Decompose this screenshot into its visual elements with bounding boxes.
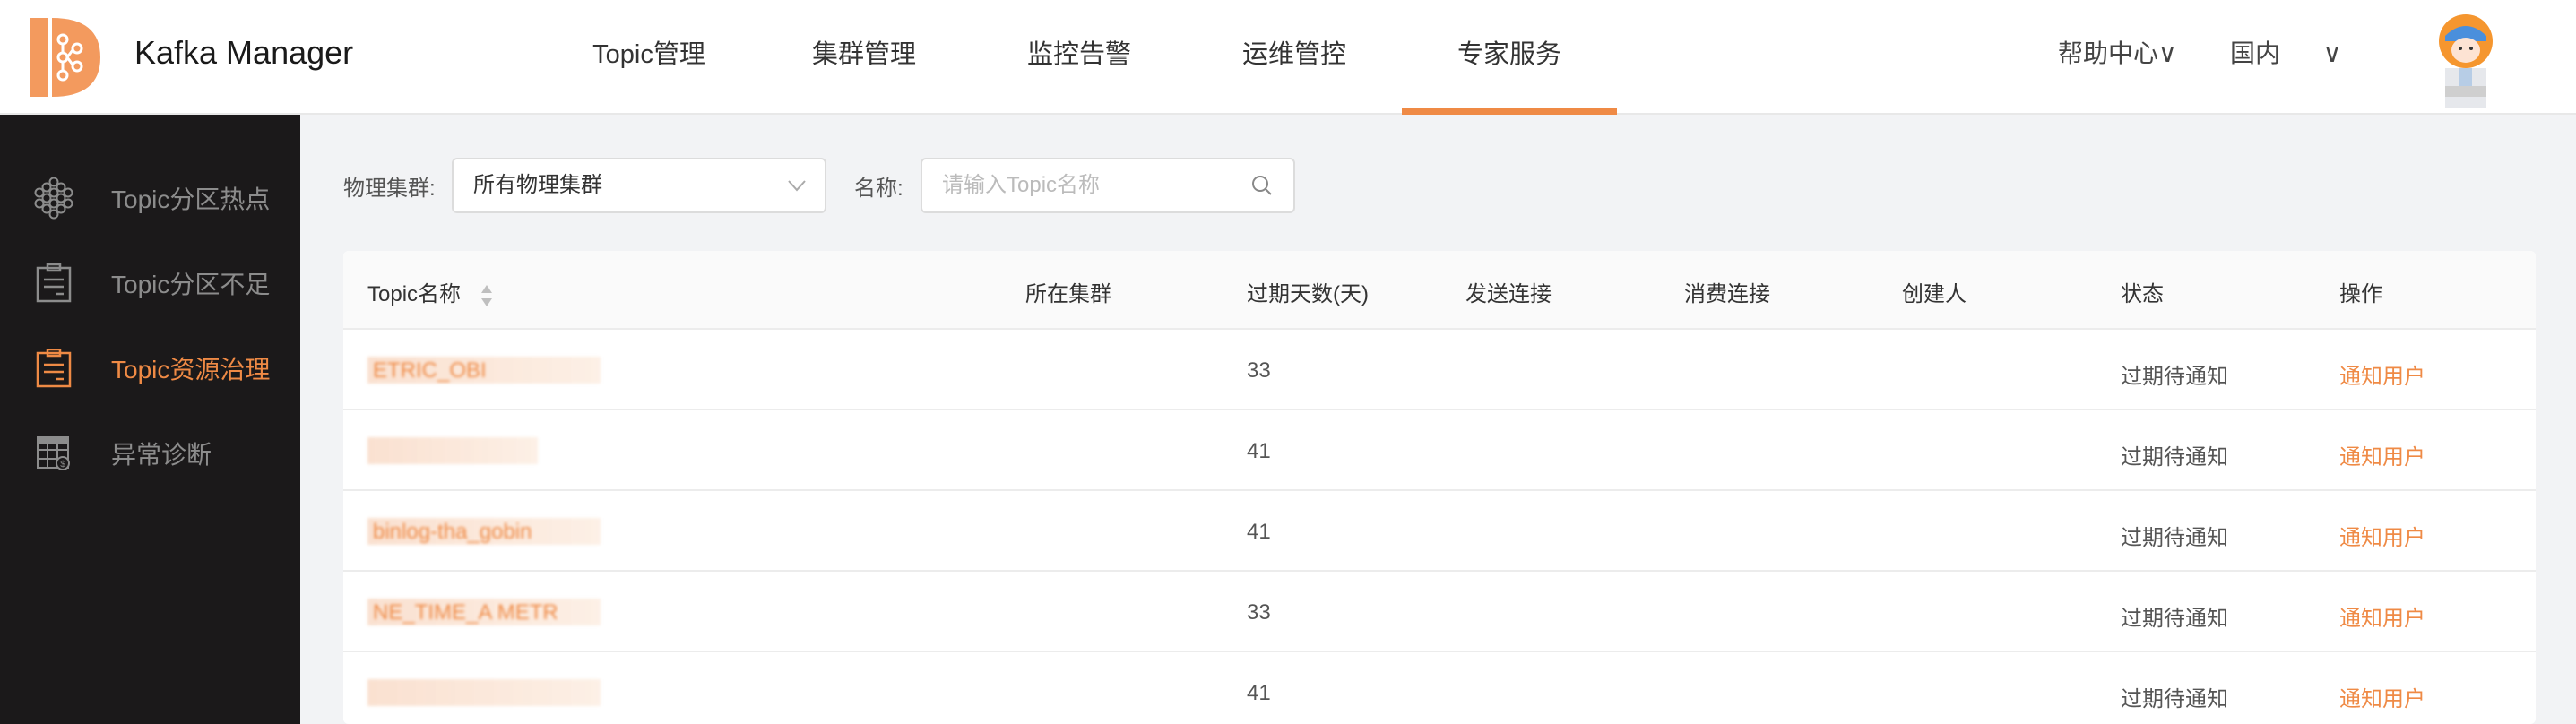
status-cell: 过期待通知 <box>2121 687 2228 711</box>
topic-name-cell[interactable] <box>367 679 601 706</box>
sidebar-item-topic-partition-insufficient[interactable]: Topic分区不足 <box>0 252 300 315</box>
column-expire-days: 过期天数(天) <box>1247 282 1369 306</box>
region-dropdown[interactable]: 国内 ∨ <box>2230 34 2341 70</box>
honeycomb-icon <box>32 177 75 220</box>
topic-name-cell[interactable]: binlog-tha_gobin <box>367 518 601 545</box>
cluster-select-value: 所有物理集群 <box>473 173 602 197</box>
notify-user-link[interactable]: 通知用户 <box>2339 445 2425 470</box>
status-cell: 过期待通知 <box>2121 526 2228 550</box>
column-topic-name[interactable]: Topic名称 <box>367 276 494 308</box>
topic-name-cell[interactable]: NE_TIME_A METR <box>367 599 601 625</box>
help-center-dropdown[interactable]: 帮助中心∨ <box>2058 39 2177 67</box>
sidebar-item-topic-partition-hotspot[interactable]: Topic分区热点 <box>0 167 300 229</box>
logo-icon <box>30 18 100 97</box>
search-icon[interactable] <box>1250 174 1274 197</box>
nav-topic-management[interactable]: Topic管理 <box>592 40 705 69</box>
notify-user-link[interactable]: 通知用户 <box>2339 607 2425 631</box>
column-consume-connections: 消费连接 <box>1684 282 1770 306</box>
cluster-filter-label: 物理集群: <box>343 177 436 201</box>
table-header: Topic名称 所在集群 过期天数(天) 发送连接 消费连接 创建人 状态 操作 <box>343 251 2536 330</box>
topic-name-cell[interactable]: ETRIC_OBI <box>367 357 601 384</box>
column-cluster: 所在集群 <box>1025 282 1111 306</box>
table-row: NE_TIME_A METR 33 过期待通知 通知用户 <box>343 572 2536 652</box>
status-cell: 过期待通知 <box>2121 607 2228 631</box>
chevron-down-icon <box>788 180 806 192</box>
sort-icon[interactable] <box>480 283 494 308</box>
expire-days-cell: 33 <box>1247 358 1271 383</box>
notify-user-link[interactable]: 通知用户 <box>2339 687 2425 711</box>
sidebar-item-label: Topic分区热点 <box>111 185 271 213</box>
table-row: 41 过期待通知 通知用户 <box>343 410 2536 491</box>
table-row: ETRIC_OBI 33 过期待通知 通知用户 <box>343 330 2536 410</box>
column-creator: 创建人 <box>1902 282 1967 306</box>
sidebar-item-label: 异常诊断 <box>111 441 212 469</box>
sidebar-item-anomaly-diagnosis[interactable]: $ 异常诊断 <box>0 422 300 485</box>
topic-table: Topic名称 所在集群 过期天数(天) 发送连接 消费连接 创建人 状态 操作… <box>343 251 2536 724</box>
status-cell: 过期待通知 <box>2121 365 2228 389</box>
status-cell: 过期待通知 <box>2121 445 2228 470</box>
expire-days-cell: 41 <box>1247 520 1271 544</box>
topic-name-search-input[interactable] <box>942 159 1247 211</box>
sidebar-item-topic-resource-governance[interactable]: Topic资源治理 <box>0 337 300 400</box>
nav-cluster-management[interactable]: 集群管理 <box>811 40 916 69</box>
column-send-connections: 发送连接 <box>1465 282 1552 306</box>
region-label: 国内 <box>2230 39 2281 67</box>
column-label: Topic名称 <box>367 282 462 306</box>
topic-name-cell[interactable] <box>367 437 538 464</box>
sidebar: Topic分区热点 Topic分区不足 Topic资源治理 $ 异常诊断 <box>0 115 300 724</box>
clipboard-icon <box>32 347 75 390</box>
expire-days-cell: 41 <box>1247 439 1271 463</box>
expire-days-cell: 41 <box>1247 681 1271 705</box>
svg-text:$: $ <box>60 460 65 470</box>
notify-user-link[interactable]: 通知用户 <box>2339 365 2425 389</box>
table-row: 41 过期待通知 通知用户 <box>343 652 2536 724</box>
nav-ops-control[interactable]: 运维管控 <box>1241 40 1346 69</box>
sidebar-item-label: Topic资源治理 <box>111 356 271 384</box>
column-status: 状态 <box>2121 282 2164 306</box>
avatar[interactable] <box>2436 14 2495 108</box>
table-dollar-icon: $ <box>32 432 75 475</box>
column-actions: 操作 <box>2339 282 2382 306</box>
chevron-down-icon: ∨ <box>2322 39 2342 67</box>
clipboard-icon <box>32 262 75 305</box>
nav-monitoring-alerts[interactable]: 监控告警 <box>1026 40 1131 69</box>
nav-expert-service[interactable]: 专家服务 <box>1402 0 1617 115</box>
table-row: binlog-tha_gobin 41 过期待通知 通知用户 <box>343 491 2536 572</box>
notify-user-link[interactable]: 通知用户 <box>2339 526 2425 550</box>
sidebar-item-label: Topic分区不足 <box>111 271 271 298</box>
cluster-select[interactable]: 所有物理集群 <box>452 158 826 213</box>
topic-search-box <box>921 158 1295 213</box>
top-header: Kafka Manager Topic管理 集群管理 监控告警 运维管控 专家服… <box>0 0 2576 115</box>
name-filter-label: 名称: <box>854 177 903 201</box>
app-title: Kafka Manager <box>134 34 354 71</box>
expire-days-cell: 33 <box>1247 600 1271 625</box>
